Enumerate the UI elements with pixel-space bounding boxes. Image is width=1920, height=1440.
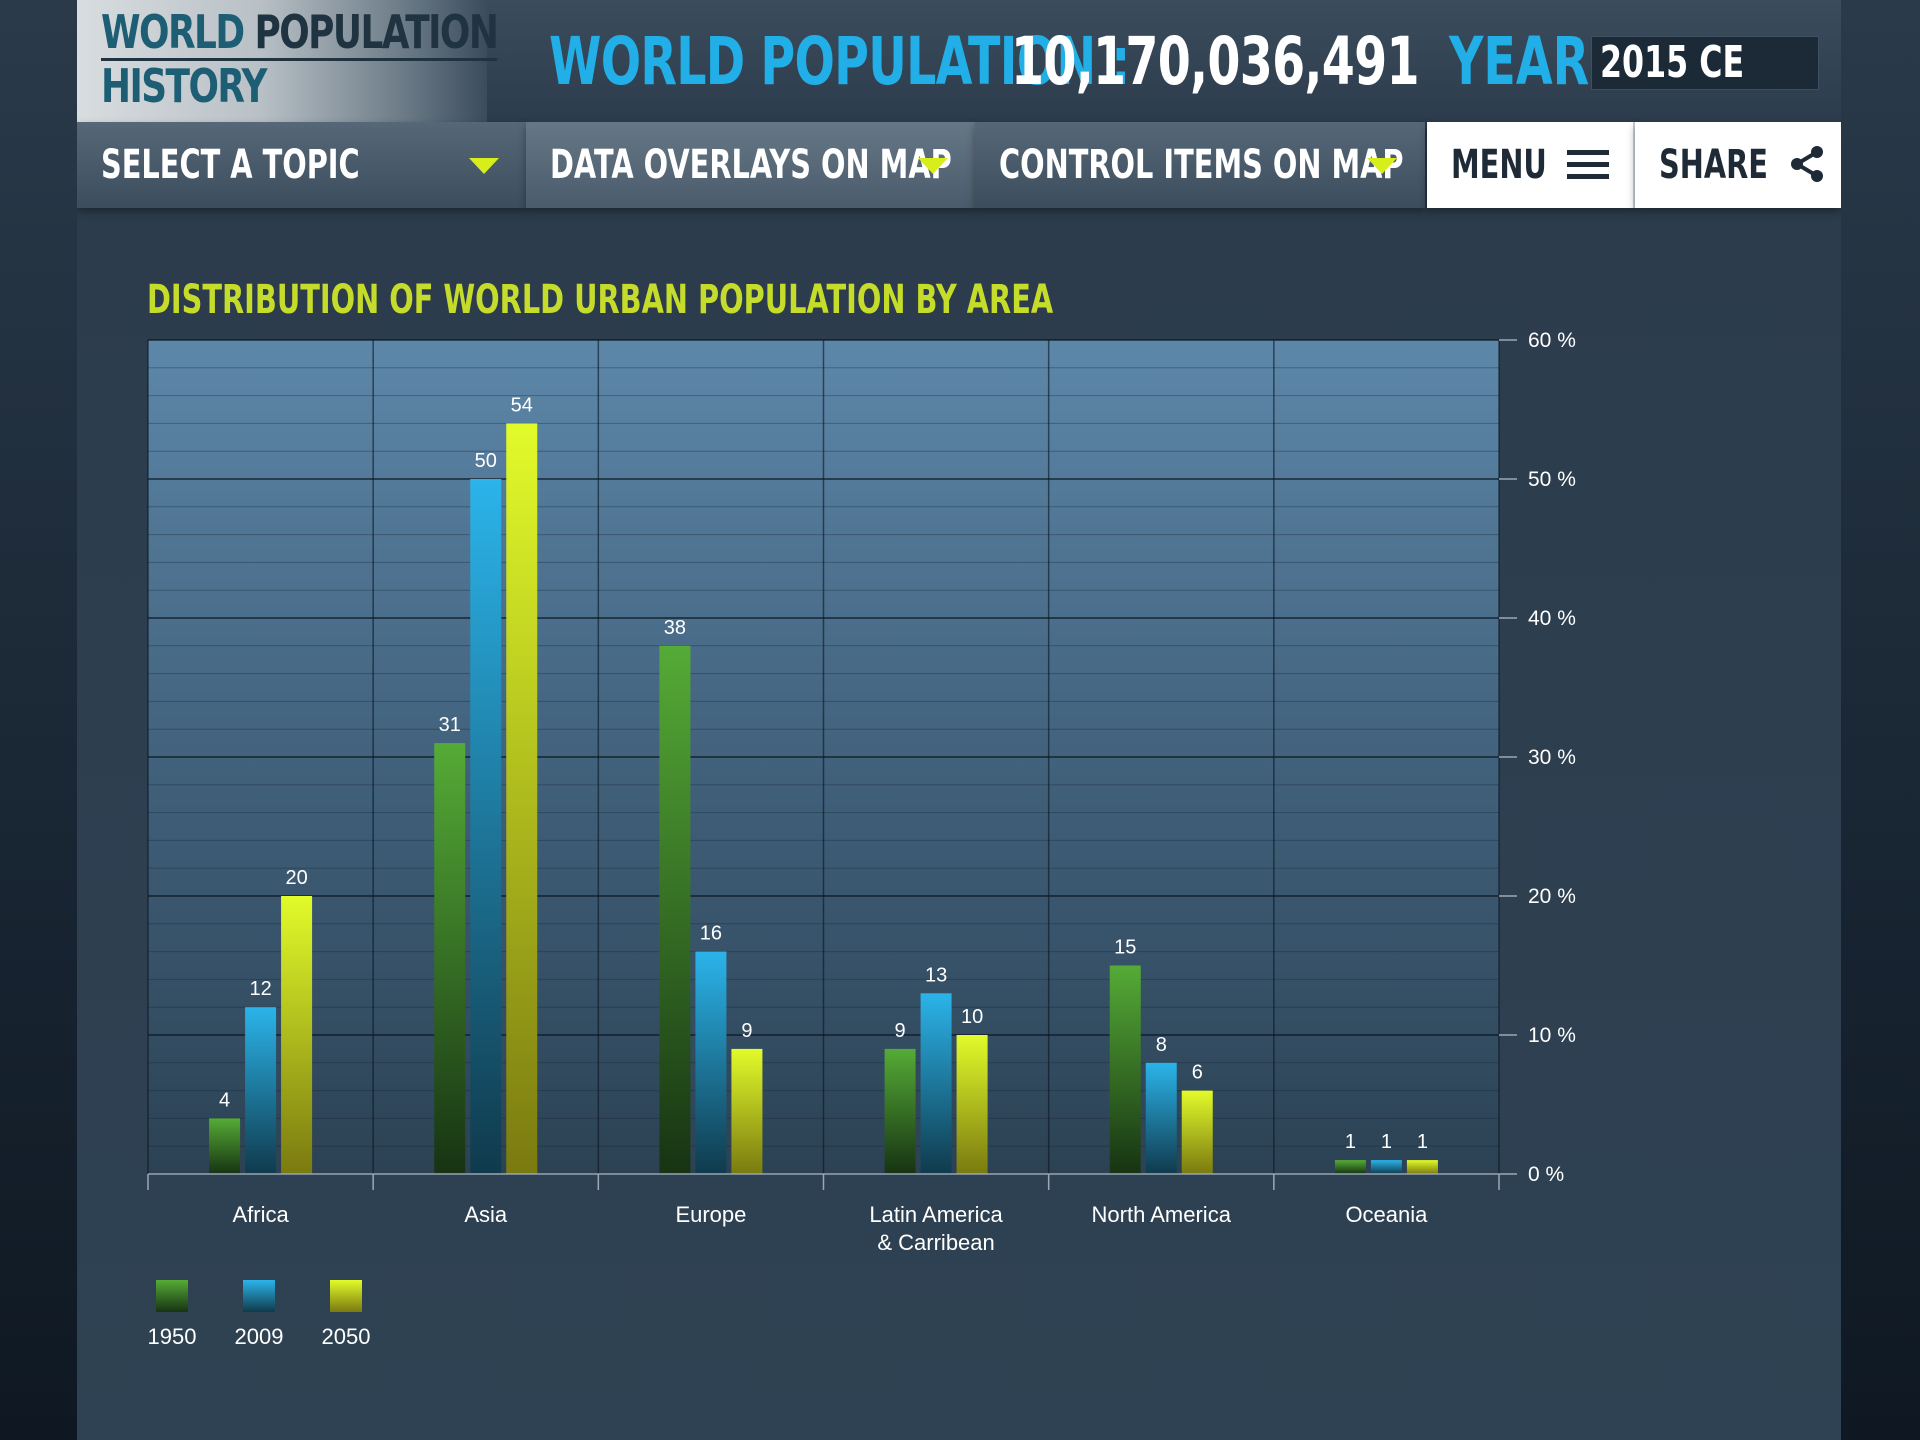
bar-value-label: 8 bbox=[1156, 1034, 1167, 1056]
x-tick-label: North America bbox=[1092, 1202, 1232, 1227]
bar-2009 bbox=[470, 479, 502, 1174]
population-value: 10,170,036,491 bbox=[1011, 23, 1420, 100]
nav-bar: SELECT A TOPIC DATA OVERLAYS ON MAP CONT… bbox=[77, 122, 1841, 208]
x-tick-label: & Carribean bbox=[877, 1230, 994, 1255]
y-tick-label: 20 % bbox=[1528, 885, 1576, 908]
bar-value-label: 50 bbox=[475, 450, 497, 472]
bar-1950 bbox=[884, 1048, 916, 1174]
bar-2050 bbox=[731, 1048, 763, 1174]
legend-item-2050: 2050 bbox=[306, 1280, 386, 1350]
legend-label: 2009 bbox=[234, 1324, 284, 1349]
share-label: SHARE bbox=[1659, 142, 1768, 188]
chevron-down-icon bbox=[1367, 158, 1397, 174]
bar-value-label: 9 bbox=[741, 1020, 752, 1042]
data-overlays-dropdown[interactable]: DATA OVERLAYS ON MAP bbox=[526, 122, 975, 208]
year-value: 2015 CE bbox=[1600, 37, 1745, 88]
x-tick-label: Europe bbox=[675, 1202, 746, 1227]
chevron-down-icon bbox=[918, 158, 948, 174]
bar-1950 bbox=[434, 743, 466, 1174]
logo-word-world: WORLD bbox=[101, 5, 245, 59]
x-tick-label: Oceania bbox=[1345, 1202, 1428, 1227]
population-label: WORLD POPULATION : bbox=[549, 23, 1130, 100]
y-tick-label: 50 % bbox=[1528, 468, 1576, 491]
legend-item-1950: 1950 bbox=[132, 1280, 212, 1350]
legend-swatch bbox=[330, 1280, 362, 1312]
select-topic-label: SELECT A TOPIC bbox=[101, 142, 360, 188]
bar-2009 bbox=[695, 951, 727, 1174]
logo-title-line2: HISTORY bbox=[101, 59, 267, 113]
share-button[interactable]: SHARE bbox=[1635, 122, 1841, 208]
bar-value-label: 31 bbox=[439, 714, 461, 736]
bar-2009 bbox=[1145, 1062, 1177, 1174]
bar-value-label: 20 bbox=[285, 867, 307, 889]
bar-value-label: 12 bbox=[249, 978, 271, 1000]
y-axis: 0 % 10 % 20 % 30 % 40 % 50 % 60 % bbox=[1499, 329, 1576, 1186]
y-tick-label: 0 % bbox=[1528, 1163, 1564, 1186]
share-icon bbox=[1791, 146, 1823, 182]
logo-title-line1: WORLD POPULATION bbox=[101, 5, 499, 61]
legend-label: 1950 bbox=[147, 1324, 197, 1349]
year-field[interactable]: 2015 CE bbox=[1591, 36, 1819, 90]
hamburger-icon bbox=[1567, 150, 1609, 180]
select-topic-dropdown[interactable]: SELECT A TOPIC bbox=[77, 122, 526, 208]
data-overlays-label: DATA OVERLAYS ON MAP bbox=[550, 142, 952, 188]
bar-value-label: 1 bbox=[1417, 1131, 1428, 1153]
bar-2050 bbox=[506, 423, 538, 1174]
bar-value-label: 15 bbox=[1114, 937, 1136, 959]
bar-2009 bbox=[245, 1007, 277, 1174]
y-tick-label: 60 % bbox=[1528, 329, 1576, 352]
legend-swatch bbox=[243, 1280, 275, 1312]
y-tick-label: 10 % bbox=[1528, 1024, 1576, 1047]
bar-value-label: 38 bbox=[664, 617, 686, 639]
y-tick-label: 40 % bbox=[1528, 607, 1576, 630]
bar-value-label: 10 bbox=[961, 1006, 983, 1028]
x-axis: Africa Asia Europe Latin America & Carribean… bbox=[147, 1173, 1500, 1255]
chevron-down-icon bbox=[469, 158, 499, 174]
x-tick-label: Africa bbox=[232, 1202, 289, 1227]
bars-group bbox=[209, 423, 1438, 1174]
menu-button[interactable]: MENU bbox=[1427, 122, 1635, 208]
bar-value-label: 6 bbox=[1192, 1062, 1203, 1084]
x-tick-label: Latin America bbox=[869, 1202, 1003, 1227]
bar-value-label: 16 bbox=[700, 923, 722, 945]
y-tick-label: 30 % bbox=[1528, 746, 1576, 769]
legend-label: 2050 bbox=[321, 1324, 371, 1349]
bar-1950 bbox=[209, 1118, 241, 1174]
menu-label: MENU bbox=[1451, 142, 1547, 188]
legend-item-2009: 2009 bbox=[219, 1280, 299, 1350]
bar-2009 bbox=[920, 993, 952, 1174]
header-bar: WORLD POPULATION HISTORY WORLD POPULATIO… bbox=[77, 0, 1841, 122]
bar-value-label: 1 bbox=[1345, 1131, 1356, 1153]
control-items-dropdown[interactable]: CONTROL ITEMS ON MAP bbox=[975, 122, 1425, 208]
bar-2050 bbox=[1181, 1090, 1213, 1174]
x-tick-label: Asia bbox=[464, 1202, 508, 1227]
bar-1950 bbox=[659, 645, 691, 1174]
bar-value-label: 54 bbox=[511, 394, 533, 416]
bar-1950 bbox=[1109, 965, 1141, 1174]
logo[interactable]: WORLD POPULATION HISTORY bbox=[77, 0, 499, 122]
bar-value-label: 1 bbox=[1381, 1131, 1392, 1153]
bar-2050 bbox=[1406, 1160, 1438, 1174]
bar-2050 bbox=[956, 1035, 988, 1174]
control-items-label: CONTROL ITEMS ON MAP bbox=[999, 142, 1404, 188]
bar-1950 bbox=[1334, 1160, 1366, 1174]
bar-value-label: 4 bbox=[219, 1089, 230, 1111]
bar-2050 bbox=[281, 896, 313, 1174]
legend-swatch bbox=[156, 1280, 188, 1312]
chart-title: DISTRIBUTION OF WORLD URBAN POPULATION B… bbox=[147, 277, 1054, 323]
bar-labels-group: 4 12 20 31 50 54 38 16 9 9 13 10 15 8 6 1 1 1 bbox=[219, 394, 1428, 1153]
bar-2009 bbox=[1370, 1160, 1402, 1174]
chart-canvas: 4 12 20 31 50 54 38 16 9 9 13 10 15 8 6 1 1 1 0 % 10 % 20 %… bbox=[147, 329, 1576, 1255]
logo-word-population: POPULATION bbox=[254, 5, 498, 59]
app-window: WORLD POPULATION HISTORY WORLD POPULATIO… bbox=[77, 0, 1841, 1440]
bar-value-label: 13 bbox=[925, 964, 947, 986]
bar-value-label: 9 bbox=[895, 1020, 906, 1042]
